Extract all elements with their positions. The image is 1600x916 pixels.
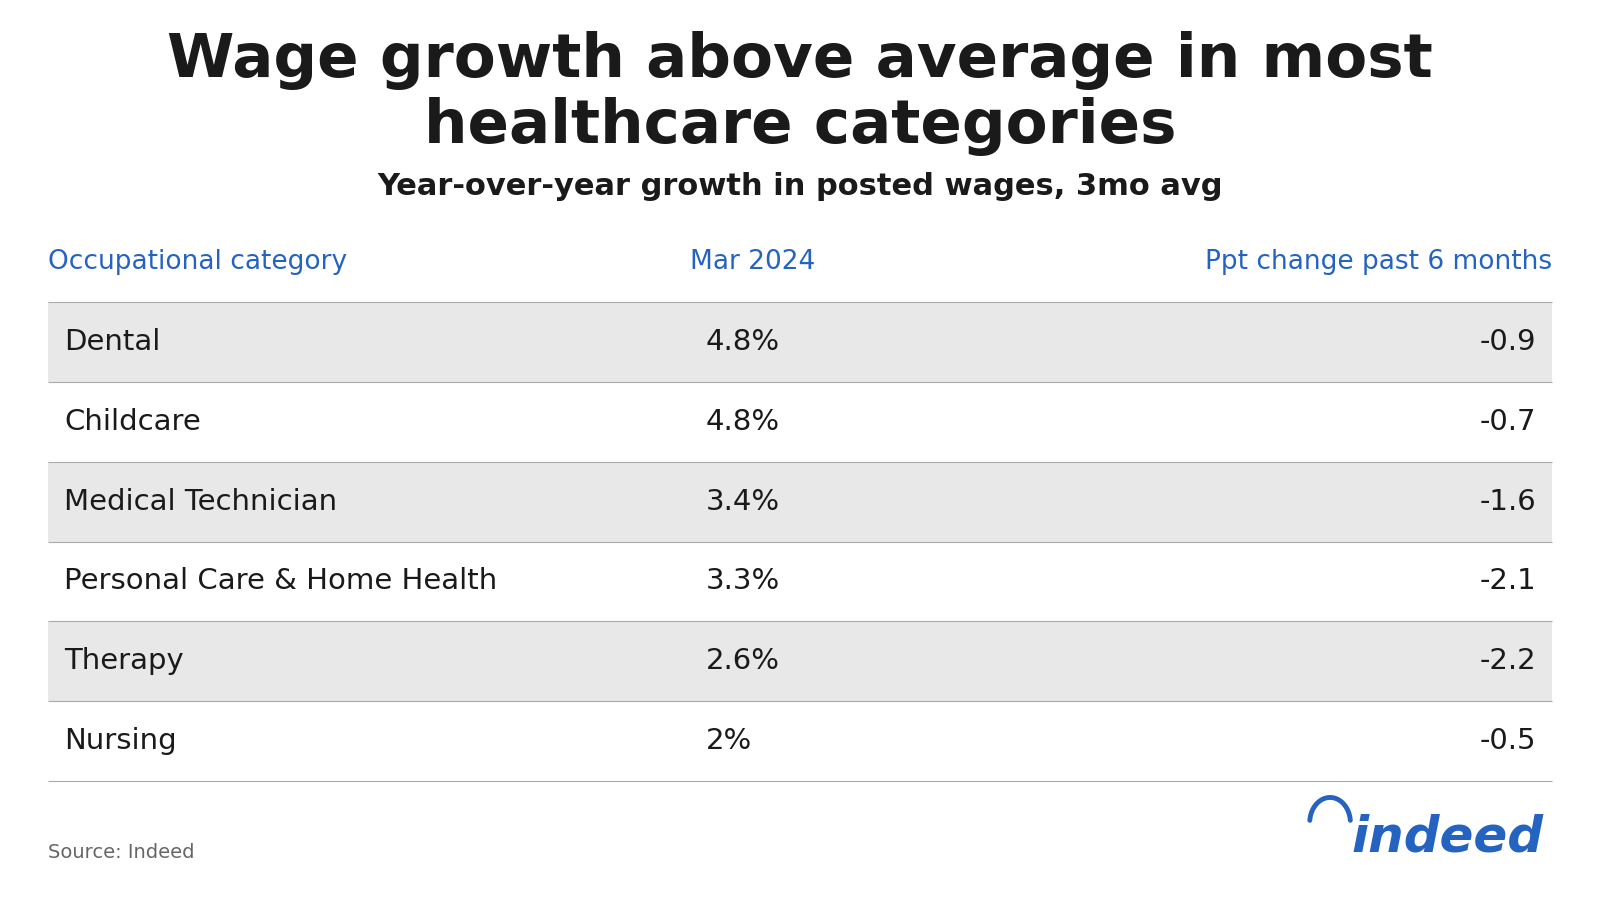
Text: -2.2: -2.2: [1480, 648, 1536, 675]
Text: -0.9: -0.9: [1480, 328, 1536, 355]
Text: Childcare: Childcare: [64, 408, 200, 436]
Text: -0.7: -0.7: [1480, 408, 1536, 436]
Bar: [48, 462, 1552, 541]
Text: Therapy: Therapy: [64, 648, 184, 675]
Text: Medical Technician: Medical Technician: [64, 487, 338, 516]
Text: Ppt change past 6 months: Ppt change past 6 months: [1205, 249, 1552, 275]
Text: Nursing: Nursing: [64, 727, 176, 755]
Bar: [48, 702, 1552, 781]
Text: Occupational category: Occupational category: [48, 249, 347, 275]
Text: Source: Indeed: Source: Indeed: [48, 843, 195, 862]
Text: 4.8%: 4.8%: [706, 408, 781, 436]
Bar: [48, 621, 1552, 702]
Text: 2%: 2%: [706, 727, 752, 755]
Text: indeed: indeed: [1352, 814, 1544, 862]
Text: Personal Care & Home Health: Personal Care & Home Health: [64, 567, 498, 595]
Text: Wage growth above average in most
healthcare categories: Wage growth above average in most health…: [166, 31, 1434, 157]
Bar: [48, 382, 1552, 462]
Bar: [48, 302, 1552, 382]
Text: -0.5: -0.5: [1480, 727, 1536, 755]
Bar: [48, 541, 1552, 621]
Text: Mar 2024: Mar 2024: [690, 249, 816, 275]
Text: 2.6%: 2.6%: [706, 648, 781, 675]
Text: Dental: Dental: [64, 328, 160, 355]
Text: 3.4%: 3.4%: [706, 487, 781, 516]
Text: 3.3%: 3.3%: [706, 567, 781, 595]
Text: -2.1: -2.1: [1480, 567, 1536, 595]
Text: Year-over-year growth in posted wages, 3mo avg: Year-over-year growth in posted wages, 3…: [378, 172, 1222, 202]
Text: -1.6: -1.6: [1480, 487, 1536, 516]
Text: 4.8%: 4.8%: [706, 328, 781, 355]
